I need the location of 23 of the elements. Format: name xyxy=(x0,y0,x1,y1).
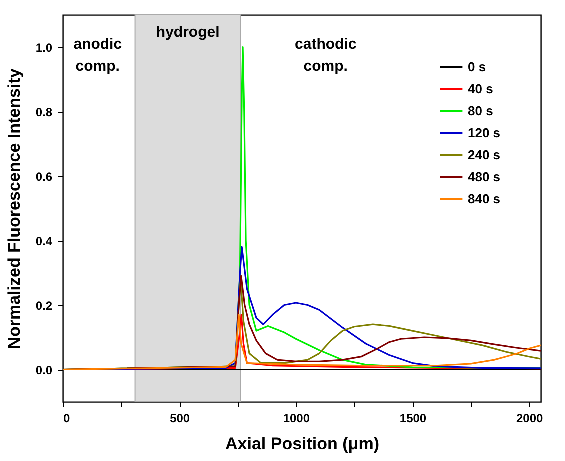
y-tick-label: 0.2 xyxy=(36,298,53,313)
legend-label: 120 s xyxy=(468,126,501,140)
x-tick-label: 1000 xyxy=(283,412,310,426)
legend-label: 240 s xyxy=(468,148,501,162)
band-label: hydrogel xyxy=(156,24,220,41)
legend-label: 840 s xyxy=(468,192,501,206)
x-tick-label: 500 xyxy=(170,412,190,426)
x-tick-label: 1500 xyxy=(400,412,427,426)
y-tick-label: 0.0 xyxy=(36,363,53,378)
legend-label: 0 s xyxy=(468,60,486,74)
legend-label: 480 s xyxy=(468,170,501,184)
legend-label: 40 s xyxy=(468,82,494,96)
x-axis-title: Axial Position (μm) xyxy=(226,434,380,454)
x-tick-label: 2000 xyxy=(516,412,544,426)
y-tick-label: 1.0 xyxy=(36,40,53,55)
x-tick-label: 0 xyxy=(64,412,70,426)
annotation: cathodic comp. xyxy=(295,36,357,75)
legend-label: 80 s xyxy=(468,104,494,118)
y-axis-title: Normalized Fluorescence Intensity xyxy=(4,68,24,350)
y-tick-label: 0.6 xyxy=(36,170,53,184)
y-tick-label: 0.4 xyxy=(36,234,53,248)
y-tick-label: 0.8 xyxy=(36,105,53,120)
annotation: anodic comp. xyxy=(74,36,122,75)
